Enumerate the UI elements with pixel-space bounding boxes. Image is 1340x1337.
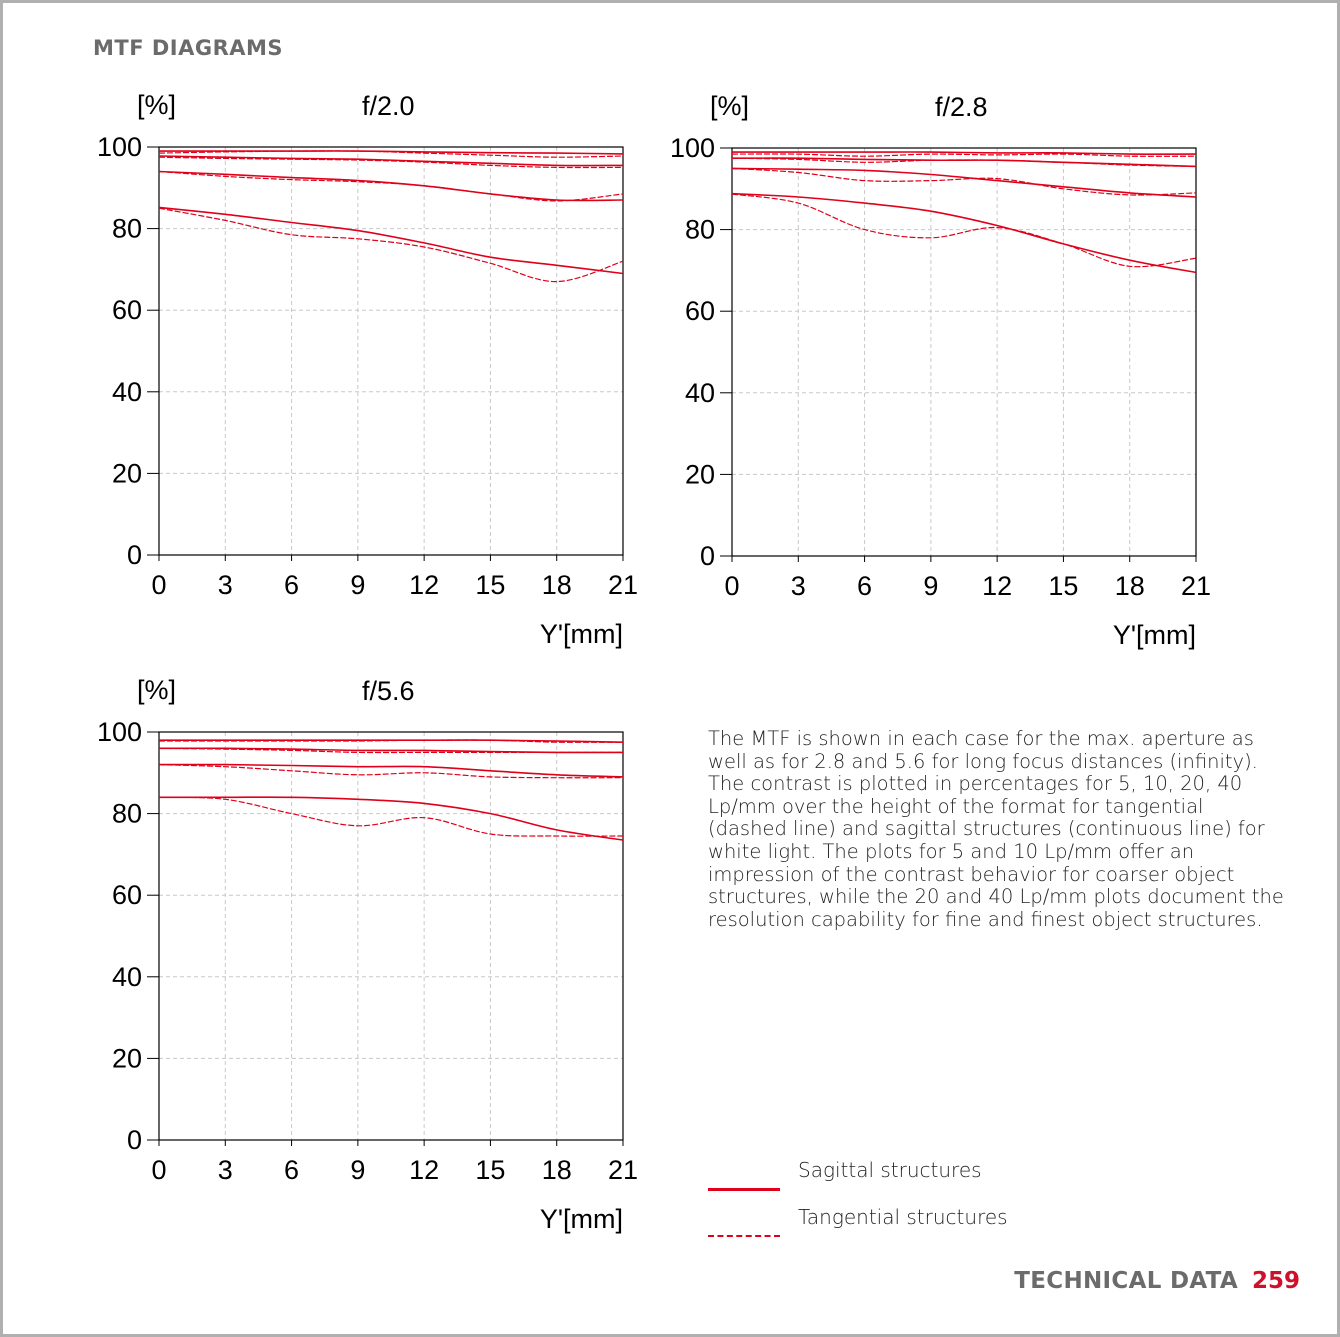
tangential-curve (158, 747, 623, 754)
tangential-curve (158, 150, 624, 158)
tangential-curve (158, 739, 624, 743)
y-tick-label: 100 (97, 132, 142, 162)
tangential-curve (158, 156, 624, 169)
x-tick-label: 18 (542, 1155, 572, 1185)
footer-title: TECHNICAL DATA (1014, 1268, 1238, 1294)
x-tick-label: 0 (151, 1155, 166, 1185)
sagittal-curve (158, 206, 624, 275)
legend-label-tangential: Tangential structures (798, 1205, 1008, 1229)
x-tick-label: 15 (475, 570, 505, 600)
sagittal-curve (159, 796, 624, 841)
mtf-chart-f2-8: 0 3 6 9 12 15 18 21 0 20 40 60 80 100 [%] f/2.8 Y'[mm] (633, 81, 1233, 671)
solid-line-swatch (708, 1188, 780, 1191)
legend-item-sagittal: Sagittal structures (708, 1158, 1108, 1191)
mtf-description: The MTF is shown in each case for the ma… (708, 727, 1284, 931)
y-tick-label: 40 (112, 962, 142, 992)
tangential-curve (158, 796, 624, 837)
plot-frame (158, 146, 624, 556)
x-tick-label: 9 (350, 570, 365, 600)
tangential-curve (158, 170, 624, 202)
chart-title: f/5.6 (362, 676, 415, 706)
mtf-chart-svg: 0 3 6 9 12 15 18 21 0 20 40 60 80 100 [%] f/2.0 Y'[mm] (97, 90, 638, 649)
plot-frame (158, 731, 624, 1141)
x-tick-label: 9 (350, 1155, 365, 1185)
x-axis-label: Y'[mm] (1113, 620, 1196, 650)
legend-label-sagittal: Sagittal structures (798, 1158, 982, 1182)
y-axis-unit-label: [%] (710, 91, 749, 121)
x-axis-label: Y'[mm] (540, 619, 623, 649)
x-tick-label: 0 (724, 571, 739, 601)
x-tick-label: 21 (608, 1155, 638, 1185)
y-tick-label: 0 (700, 541, 715, 571)
x-tick-label: 9 (923, 571, 938, 601)
y-tick-label: 40 (685, 378, 715, 408)
tangential-curve (731, 167, 1197, 196)
legend: Sagittal structures Tangential structure… (708, 1158, 1108, 1248)
sagittal-curve (731, 192, 1197, 274)
sagittal-curve (158, 763, 624, 778)
x-tick-label: 6 (857, 571, 872, 601)
mtf-chart-svg: 0 3 6 9 12 15 18 21 0 20 40 60 80 100 [%] f/2.8 Y'[mm] (670, 91, 1211, 650)
legend-item-tangential: Tangential structures (708, 1205, 1108, 1237)
tangential-curve (731, 153, 1197, 157)
x-tick-label: 15 (475, 1155, 505, 1185)
mtf-chart-f5-6: 0 3 6 9 12 15 18 21 0 20 40 60 80 100 [%] f/5.6 Y'[mm] (60, 665, 660, 1255)
footer: TECHNICAL DATA 259 (1014, 1268, 1300, 1294)
y-tick-label: 100 (97, 717, 142, 747)
y-tick-label: 60 (112, 880, 142, 910)
y-tick-label: 20 (112, 458, 142, 488)
y-tick-label: 40 (112, 377, 142, 407)
y-tick-label: 20 (685, 459, 715, 489)
sagittal-curve (731, 167, 1197, 198)
chart-title: f/2.0 (362, 91, 415, 121)
tangential-curve (158, 207, 624, 283)
y-tick-label: 0 (127, 540, 142, 570)
sagittal-curve (731, 151, 1197, 155)
y-tick-label: 100 (670, 133, 715, 163)
y-axis-unit-label: [%] (137, 90, 176, 120)
x-tick-label: 21 (1181, 571, 1211, 601)
chart-title: f/2.8 (935, 92, 988, 122)
tangential-curve (731, 157, 1197, 167)
tangential-curve (731, 193, 1197, 268)
x-axis-label: Y'[mm] (540, 1204, 623, 1234)
y-tick-label: 80 (685, 215, 715, 245)
dashed-line-swatch (708, 1235, 780, 1237)
plot-frame (731, 147, 1197, 557)
grid-lines (159, 732, 623, 1140)
x-tick-label: 18 (1115, 571, 1145, 601)
y-tick-label: 60 (685, 296, 715, 326)
x-tick-label: 21 (608, 570, 638, 600)
y-tick-label: 80 (112, 799, 142, 829)
x-tick-label: 0 (151, 570, 166, 600)
y-tick-label: 80 (112, 214, 142, 244)
y-tick-label: 20 (112, 1043, 142, 1073)
page-number: 259 (1251, 1268, 1300, 1294)
x-tick-label: 12 (409, 570, 439, 600)
mtf-chart-svg: 0 3 6 9 12 15 18 21 0 20 40 60 80 100 [%] f/5.6 Y'[mm] (97, 675, 638, 1234)
grid-lines (159, 147, 623, 555)
x-tick-label: 3 (791, 571, 806, 601)
grid-lines (732, 148, 1196, 556)
y-tick-label: 0 (127, 1125, 142, 1155)
x-tick-label: 18 (542, 570, 572, 600)
x-tick-label: 12 (982, 571, 1012, 601)
mtf-chart-f2-0: 0 3 6 9 12 15 18 21 0 20 40 60 80 100 [%] f/2.0 Y'[mm] (60, 80, 660, 670)
x-tick-label: 6 (284, 570, 299, 600)
sagittal-curve (158, 747, 624, 754)
x-tick-label: 3 (218, 570, 233, 600)
x-tick-label: 12 (409, 1155, 439, 1185)
tangential-curve (158, 764, 624, 779)
x-tick-label: 15 (1048, 571, 1078, 601)
y-axis-unit-label: [%] (137, 675, 176, 705)
x-tick-label: 3 (218, 1155, 233, 1185)
y-tick-label: 60 (112, 295, 142, 325)
sagittal-curve (158, 170, 624, 202)
section-title: MTF DIAGRAMS (93, 36, 284, 60)
x-tick-label: 6 (284, 1155, 299, 1185)
sagittal-curve (158, 155, 624, 167)
